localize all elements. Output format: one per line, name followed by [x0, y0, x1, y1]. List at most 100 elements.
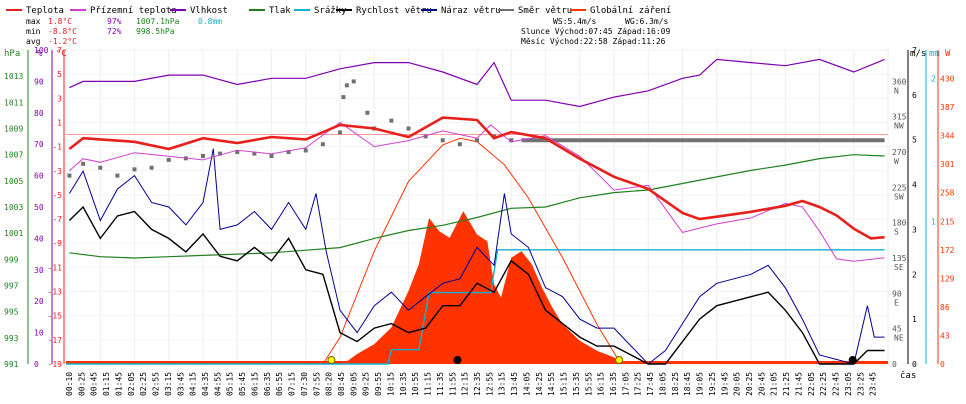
stat-0-2: 97% [107, 17, 122, 26]
tick-time-4: 01:45 [114, 372, 123, 396]
tick-time-41: 15:35 [572, 372, 581, 396]
stat-1-1: -8.8°C [48, 27, 77, 36]
tick-pct-3: 70 [34, 140, 44, 149]
tick-ms-0: 7 [912, 46, 917, 55]
tick-time-59: 21:45 [794, 372, 803, 396]
legend-label-4: Srážky [314, 6, 347, 16]
tick-dir-lbl-1: NW [894, 122, 904, 131]
tick-dir-8: 0 [892, 360, 897, 369]
tick-dir-lbl-3: SW [894, 192, 904, 201]
tick-hpa-8: 1007 [4, 151, 23, 160]
marker-0 [327, 356, 336, 364]
tick-time-17: 06:55 [275, 372, 284, 396]
legend-label-3: Tlak [269, 6, 291, 16]
tick-c-6: -7 [52, 215, 62, 224]
series-smer-point-2 [98, 165, 103, 170]
tick-time-40: 15:15 [560, 372, 569, 396]
tick-pct-8: 20 [34, 297, 44, 306]
series-smer-point-22 [389, 118, 394, 123]
series-smer-point-1 [81, 161, 86, 166]
tick-time-28: 10:55 [411, 372, 420, 396]
tick-hpa-5: 1001 [4, 229, 23, 238]
series-smer-point-24 [423, 134, 428, 139]
tick-pct-10: 0 [34, 360, 39, 369]
tick-hpa-3: 997 [4, 282, 19, 291]
tick-time-8: 03:15 [164, 372, 173, 396]
tick-time-49: 18:25 [671, 372, 680, 396]
series-smer-point-15 [320, 142, 325, 147]
tick-dir-1: 315 [892, 113, 907, 122]
tick-time-0: 00:10 [65, 372, 74, 396]
series-smer-point-0 [67, 173, 72, 178]
legend-label-0: Teplota [26, 6, 64, 16]
tick-ms-6: 1 [912, 315, 917, 324]
tick-dir-6: 90 [892, 289, 902, 298]
tick-time-64: 23:25 [856, 372, 865, 396]
tick-c-1: -17 [48, 336, 63, 345]
legend-label-8: Globální záření [590, 6, 671, 16]
tick-ms-2: 5 [912, 136, 917, 145]
tick-pct-5: 50 [34, 203, 44, 212]
tick-time-21: 08:20 [325, 372, 334, 396]
tick-hpa-2: 995 [4, 308, 19, 317]
tick-time-43: 16:15 [597, 372, 606, 396]
tick-time-38: 14:25 [535, 372, 544, 396]
series-smer-point-20 [365, 110, 370, 115]
tick-w-0: 430 [940, 75, 955, 84]
stat-1-3: 998.5hPa [136, 27, 175, 36]
tick-time-13: 05:15 [226, 372, 235, 396]
axis-hpa-label: hPa [4, 49, 20, 59]
series-smer-point-14 [303, 148, 308, 153]
tick-pct-7: 30 [34, 266, 44, 275]
stat-2-1: -1.2°C [48, 37, 77, 46]
tick-time-14: 05:45 [238, 372, 247, 396]
tick-time-3: 01:15 [102, 372, 111, 396]
tick-time-45: 17:05 [621, 372, 630, 396]
tick-time-62: 22:45 [832, 372, 841, 396]
tick-hpa-7: 1005 [4, 177, 23, 186]
series-smer-point-12 [269, 153, 274, 158]
tick-time-11: 04:35 [201, 372, 210, 396]
tick-time-35: 13:15 [498, 372, 507, 396]
series-tlak [69, 154, 885, 259]
info-moon: Měsíc Východ:22:58 Západ:11:26 [521, 37, 666, 46]
tick-c-2: -15 [48, 312, 63, 321]
tick-time-10: 04:15 [189, 372, 198, 396]
series-smer-point-19 [351, 79, 356, 84]
tick-time-22: 08:45 [337, 372, 346, 396]
tick-dir-2: 270 [892, 148, 907, 157]
tick-time-18: 07:15 [288, 372, 297, 396]
tick-time-33: 12:35 [473, 372, 482, 396]
tick-dir-lbl-4: S [894, 228, 899, 237]
tick-time-63: 23:05 [844, 372, 853, 396]
tick-time-29: 11:15 [424, 372, 433, 396]
legend-label-6: Náraz větru [441, 6, 501, 16]
legend-label-5: Rychlost větru [356, 6, 432, 16]
legend-label-7: Směr větru [518, 6, 572, 16]
series-teplota [68, 116, 885, 240]
tick-dir-0: 360 [892, 77, 907, 86]
stat-0-4: 0.8mm [198, 17, 222, 26]
tick-time-46: 17:25 [634, 372, 643, 396]
series-rychlost [68, 205, 885, 365]
stat-1-0: min [26, 27, 41, 36]
tick-dir-lbl-7: NE [894, 334, 904, 343]
axis-w-label: W [945, 49, 951, 59]
tick-w-4: 258 [940, 189, 955, 198]
tick-dir-lbl-5: SE [894, 263, 904, 272]
tick-time-61: 22:25 [819, 372, 828, 396]
tick-time-57: 21:05 [770, 372, 779, 396]
axis-pct-label: % [37, 49, 43, 59]
tick-time-50: 18:45 [683, 372, 692, 396]
tick-pct-0: 100 [34, 46, 49, 55]
tick-time-27: 10:35 [399, 372, 408, 396]
tick-hpa-4: 999 [4, 255, 19, 264]
tick-hpa-9: 1009 [4, 125, 23, 134]
tick-hpa-11: 1013 [4, 72, 23, 81]
series-zareni-teoreticke [322, 137, 622, 365]
tick-time-52: 19:25 [708, 372, 717, 396]
tick-c-9: -1 [52, 143, 62, 152]
tick-c-0: -19 [48, 360, 63, 369]
tick-c-5: -9 [52, 239, 62, 248]
